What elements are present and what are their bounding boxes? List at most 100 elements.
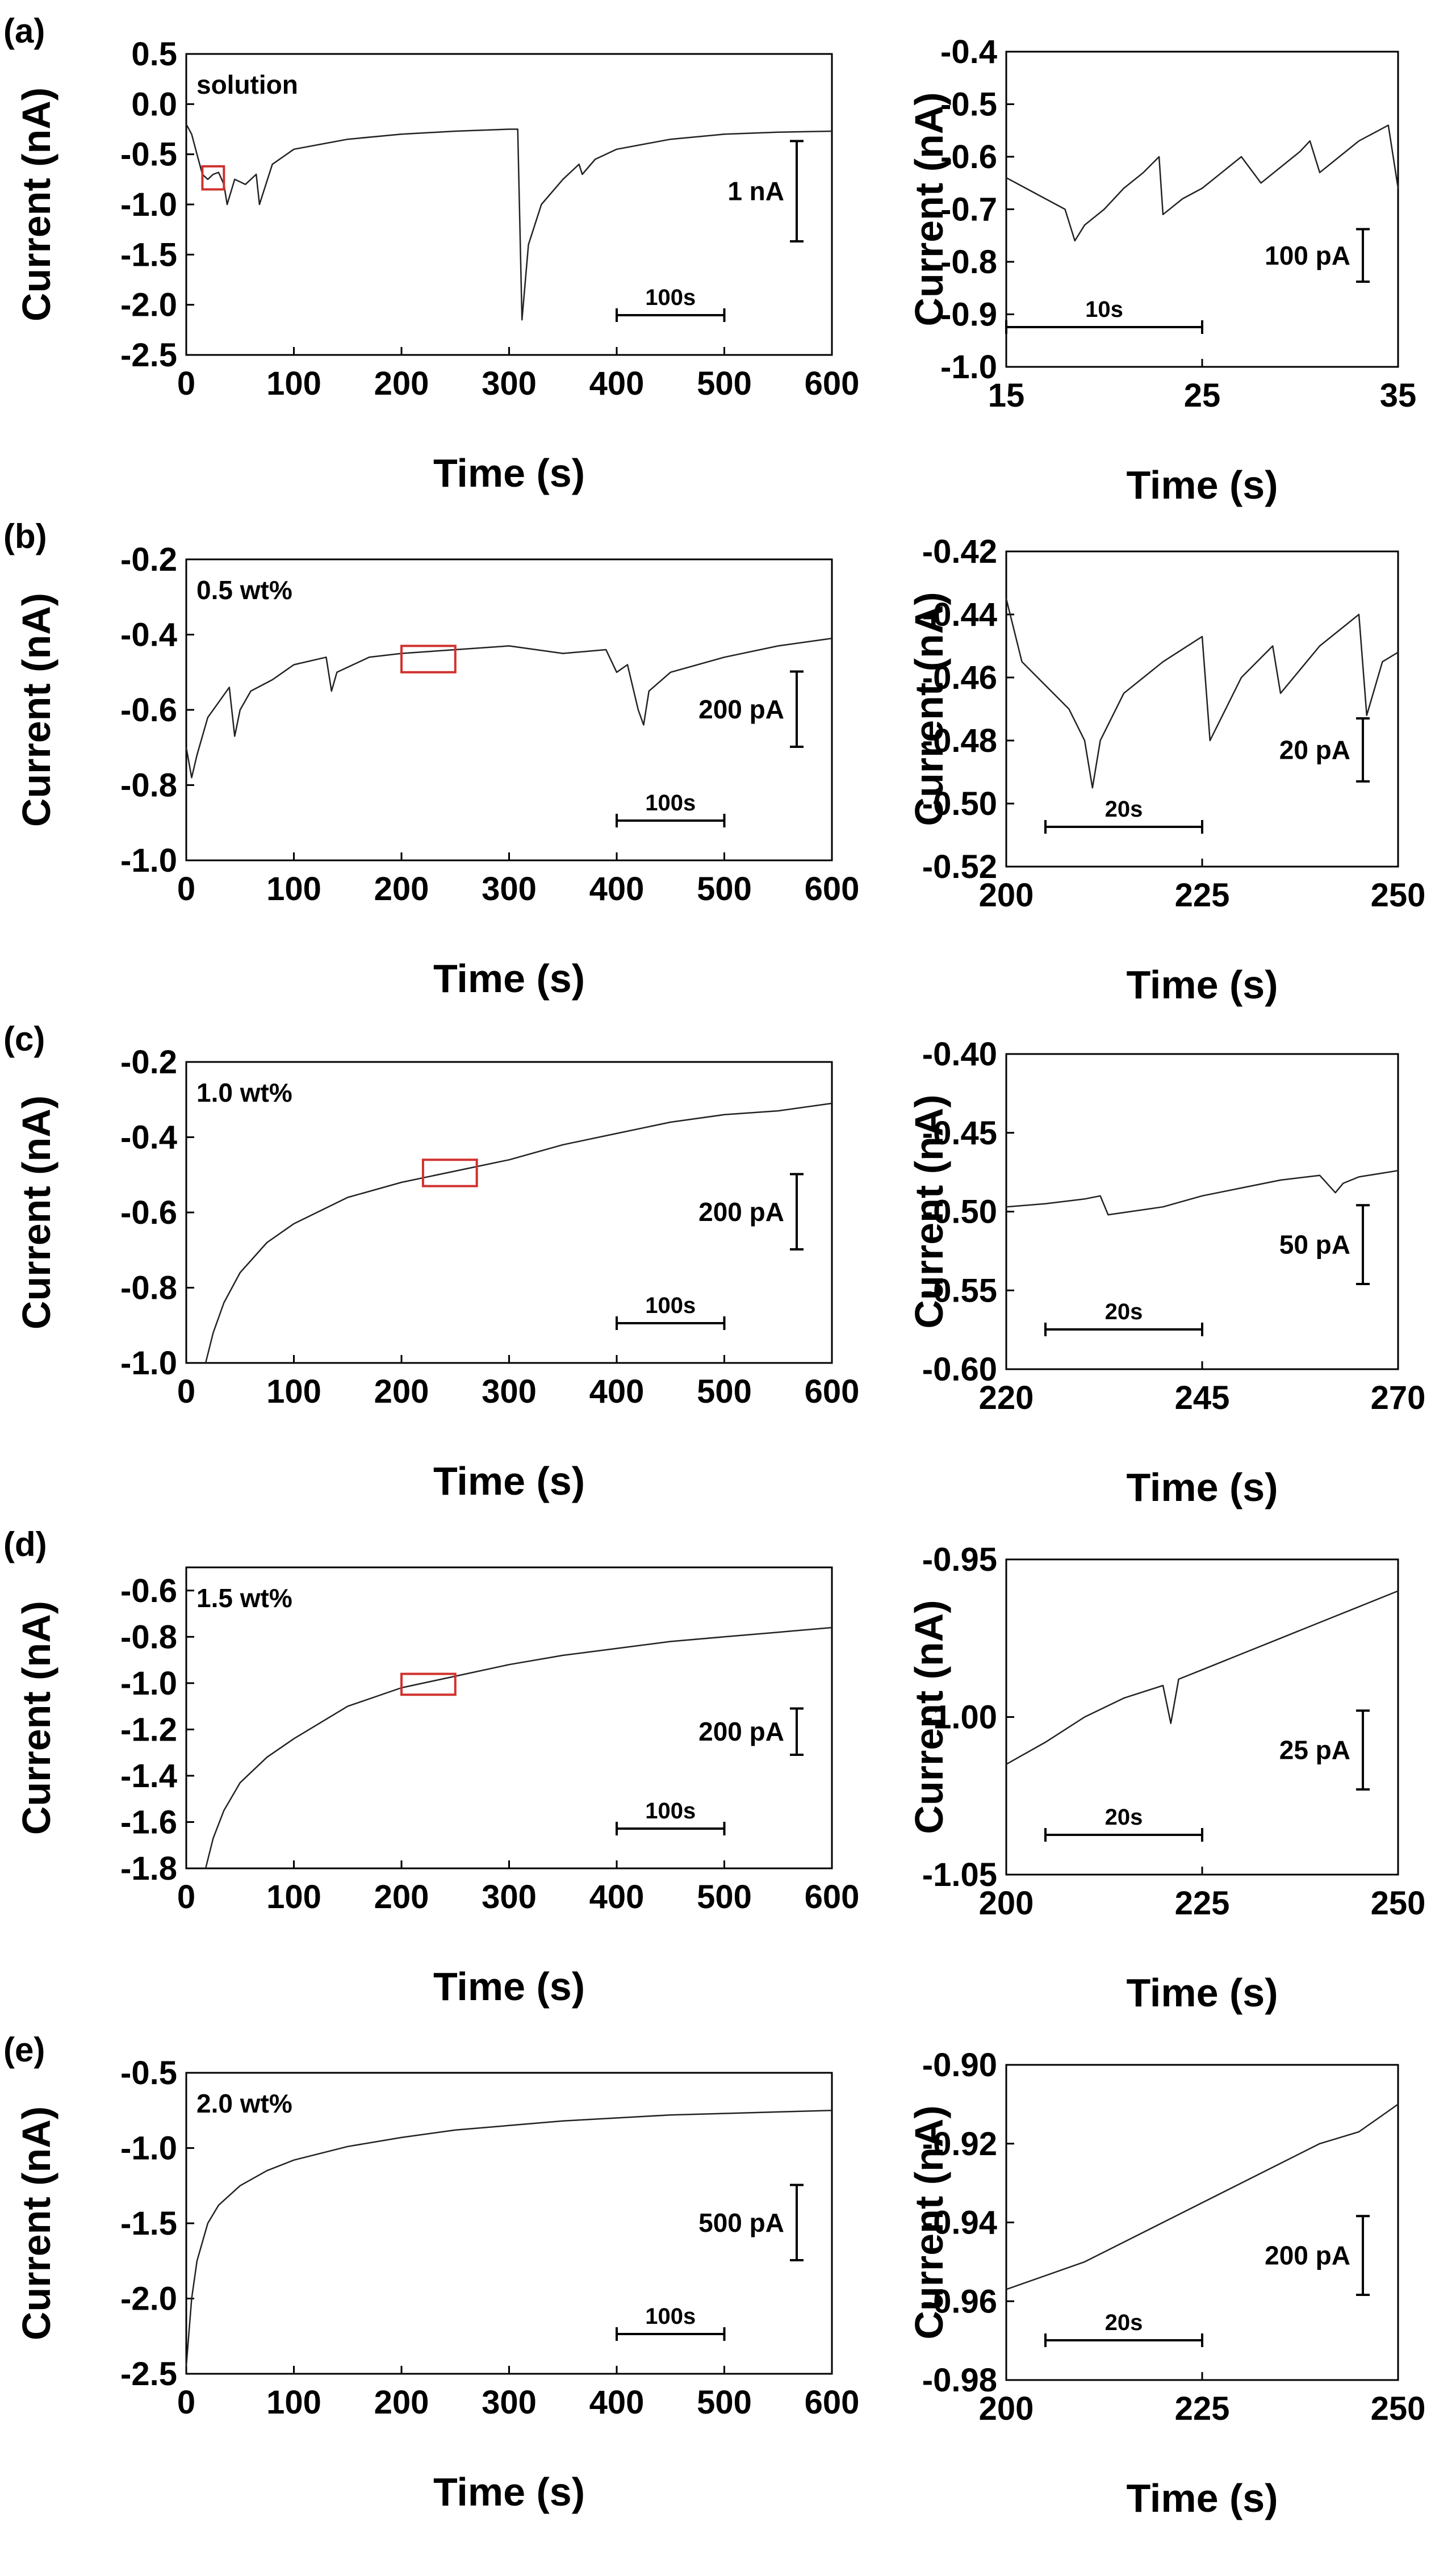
x-tick-label: 600 [805, 871, 860, 907]
data-series-line [204, 1626, 832, 1869]
main-panel: 0 100 200 300 400 500 600 -2.5 -2.0 -1.5 -1.0 -0.5 T… [14, 2055, 859, 2514]
x-tick-label: 600 [805, 365, 860, 402]
time-scale-label: 10s [1085, 297, 1123, 322]
time-scale-label: 100s [645, 1799, 696, 1823]
x-tick-label: 100 [266, 871, 321, 907]
x-axis-label: Time (s) [433, 2470, 585, 2514]
x-tick-label: 400 [589, 1879, 645, 1915]
x-tick-label: 200 [979, 877, 1034, 914]
current-scale-label: 25 pA [1279, 1735, 1350, 1765]
y-tick-label: -0.4 [940, 34, 997, 70]
data-series-line [1006, 1170, 1399, 1216]
y-tick-label: -0.8 [120, 767, 177, 804]
main-panel: 0 100 200 300 400 500 600 -1.0 -0.8 -0.6 -0.4 -0.2 T… [14, 1044, 859, 1503]
y-tick-label: -2.5 [120, 337, 177, 374]
panel-row-5: (e) 0 100 200 300 400 500 600 -2.5 -2.0 -1.5 -1.0 -0… [3, 2031, 1425, 2520]
y-tick-label: -0.2 [120, 1044, 177, 1081]
main-panel: 0 100 200 300 400 500 600 -1.0 -0.8 -0.6 -0.4 -0.2 T… [14, 541, 859, 1001]
y-tick-label: -0.45 [922, 1115, 997, 1152]
current-scale-label: 200 pA [698, 1197, 784, 1227]
x-tick-label: 0 [177, 1373, 195, 1410]
y-tick-label: -0.8 [120, 1270, 177, 1307]
y-tick-label: -0.6 [120, 692, 177, 729]
x-tick-label: 200 [374, 1879, 429, 1915]
y-axis-label: Current (nA) [14, 1601, 58, 1835]
time-scale-label: 100s [645, 285, 696, 310]
x-tick-label: 300 [482, 1373, 537, 1410]
zoom-panel: 200 225 250 -1.05 -1.00 -0.95 Time (s) Current … [907, 1541, 1425, 2015]
panel-row-1: (a) 0 100 200 300 400 500 600 -2.5 -2.0 -1.5 -1.0 -0… [3, 12, 1416, 507]
x-axis-label: Time (s) [1126, 963, 1278, 1007]
x-tick-label: 500 [697, 1373, 752, 1410]
y-tick-label: -1.0 [120, 1345, 177, 1382]
time-scale-label: 100s [645, 791, 696, 815]
y-tick-label: -2.0 [120, 2281, 177, 2318]
x-tick-label: 200 [374, 1373, 429, 1410]
x-tick-label: 0 [177, 871, 195, 907]
y-axis-label: Current (nA) [14, 2106, 58, 2340]
x-axis-label: Time (s) [433, 1459, 585, 1503]
x-tick-label: 15 [988, 377, 1025, 414]
x-tick-label: 0 [177, 1879, 195, 1915]
x-tick-label: 400 [589, 2384, 645, 2421]
current-scale-label: 20 pA [1279, 735, 1350, 765]
y-tick-label: -1.8 [120, 1850, 177, 1887]
y-axis-label: Current (nA) [14, 87, 58, 321]
x-tick-label: 500 [697, 365, 752, 402]
condition-label: 1.5 wt% [196, 1583, 292, 1613]
zoom-panel: 200 225 250 -0.98 -0.96 -0.94 -0.92 -0.90 Time (… [907, 2047, 1425, 2520]
zoom-region-box [400, 1672, 457, 1696]
time-scale-label: 20s [1105, 1299, 1143, 1324]
x-tick-label: 250 [1371, 2390, 1426, 2427]
x-tick-label: 245 [1175, 1379, 1230, 1416]
y-tick-label: -1.0 [120, 186, 177, 223]
data-series-line [1006, 1590, 1399, 1765]
y-tick-label: -0.4 [120, 617, 177, 654]
x-axis-label: Time (s) [1126, 1971, 1278, 2015]
time-scale-label: 100s [645, 2304, 696, 2329]
x-tick-label: 0 [177, 365, 195, 402]
x-tick-label: 300 [482, 871, 537, 907]
x-tick-label: 500 [697, 2384, 752, 2421]
x-tick-label: 100 [266, 365, 321, 402]
y-tick-label: -0.7 [940, 191, 997, 228]
x-tick-label: 200 [374, 365, 429, 402]
y-tick-label: -1.0 [120, 2130, 177, 2167]
x-tick-label: 220 [979, 1379, 1034, 1416]
x-tick-label: 100 [266, 2384, 321, 2421]
y-tick-label: -0.44 [922, 596, 997, 633]
condition-label: solution [196, 70, 298, 99]
y-tick-label: -0.42 [922, 533, 997, 570]
y-tick-label: -0.5 [120, 136, 177, 173]
y-axis-label: Current (nA) [907, 2105, 951, 2339]
x-axis-label: Time (s) [1126, 2476, 1278, 2520]
y-axis-label: Current (nA) [907, 1600, 951, 1834]
y-axis-label: Current (nA) [907, 592, 951, 826]
main-panel: 0 100 200 300 400 500 600 -1.8 -1.6 -1.4 -1.2 -1.0 -… [14, 1566, 859, 2009]
current-scale-label: 500 pA [698, 2208, 784, 2237]
y-tick-label: -1.2 [120, 1711, 177, 1748]
zoom-panel: 220 245 270 -0.60 -0.55 -0.50 -0.45 -0.40 Time (… [907, 1036, 1425, 1509]
y-tick-label: -1.6 [120, 1804, 177, 1841]
data-series-line [1005, 598, 1399, 789]
x-tick-label: 200 [374, 2384, 429, 2421]
x-tick-label: 225 [1175, 1885, 1230, 1922]
x-tick-label: 400 [589, 871, 645, 907]
current-scale-label: 50 pA [1279, 1230, 1350, 1260]
y-tick-label: -0.5 [940, 86, 997, 123]
data-series-line [185, 124, 832, 321]
current-scale-label: 200 pA [698, 1717, 784, 1746]
y-tick-label: -1.5 [120, 2205, 177, 2242]
x-tick-label: 100 [266, 1879, 321, 1915]
y-tick-label: -0.48 [922, 722, 997, 759]
y-tick-label: -0.96 [922, 2283, 997, 2320]
plot-frame [1005, 1558, 1399, 1876]
panel-row-3: (c) 0 100 200 300 400 500 600 -1.0 -0.8 -0.6 -0.4 -0… [3, 1020, 1425, 1509]
x-axis-label: Time (s) [433, 1964, 585, 2009]
y-tick-label: -2.5 [120, 2356, 177, 2393]
current-scale-label: 100 pA [1265, 241, 1350, 270]
y-tick-label: -0.50 [922, 785, 997, 822]
y-axis-label: Current (nA) [14, 1095, 58, 1329]
time-scale-label: 20s [1105, 2310, 1143, 2335]
